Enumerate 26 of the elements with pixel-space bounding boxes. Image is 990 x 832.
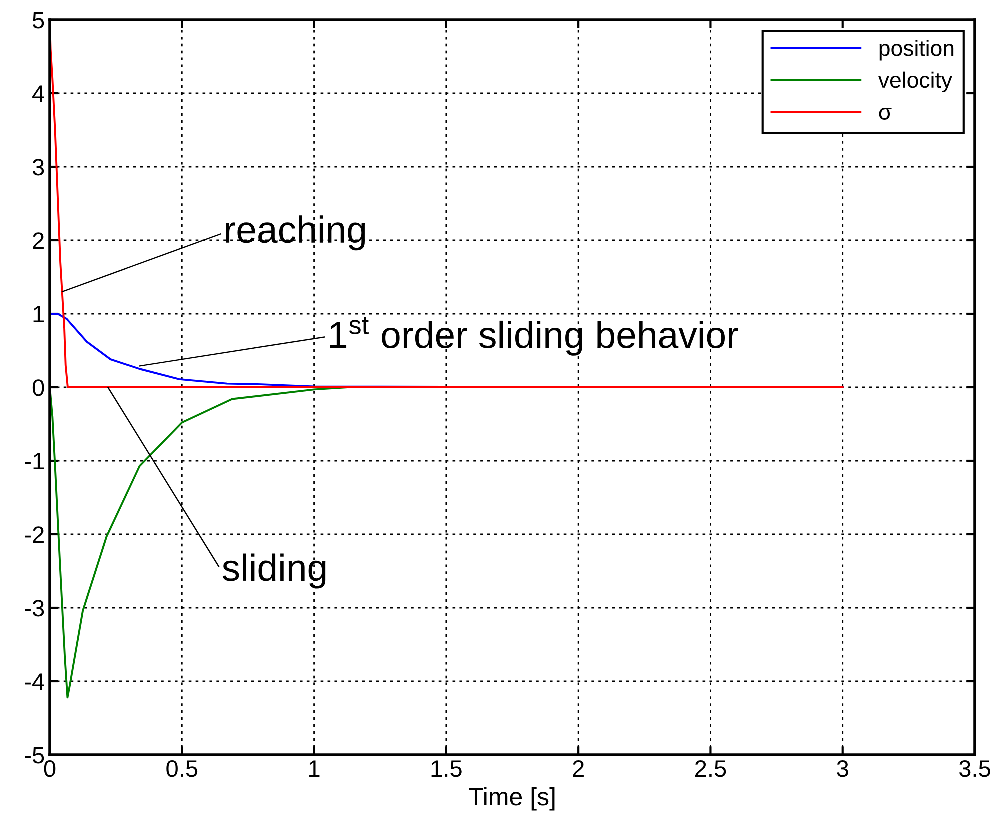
x-tick-label: 1.5 [432,760,462,778]
y-tick-label: 0 [32,380,44,396]
annotation: reaching [226,216,366,251]
y-tick-label: 3 [32,159,44,176]
x-tick-label: 3.5 [959,760,990,778]
x-tick-label: 2 [573,760,584,777]
legend-label: position [880,40,954,61]
y-tick-label: 5 [32,12,44,29]
x-axis-title: Time [s] [469,787,555,811]
y-tick-label: 2 [33,232,44,250]
x-tick-label: 0.5 [166,760,198,778]
y-tick-label: -4 [25,674,44,690]
legend-label: velocity [878,72,952,93]
legend-label: σ [879,108,892,120]
x-tick-label: 2.5 [695,760,726,778]
annotation: sliding [222,554,326,589]
y-tick-label: 4 [32,86,44,102]
x-tick-label: 0 [44,760,56,778]
y-tick-label: 1 [34,306,44,323]
x-tick-label: 3 [837,760,848,778]
y-tick-label: -3 [25,600,44,617]
x-tick-label: 1 [310,760,320,777]
y-tick-label: -1 [25,453,44,470]
y-tick-label: -5 [25,747,44,764]
y-tick-label: -2 [25,526,44,544]
annotation: 1$^{st}$ order sliding behavior [330,317,738,356]
